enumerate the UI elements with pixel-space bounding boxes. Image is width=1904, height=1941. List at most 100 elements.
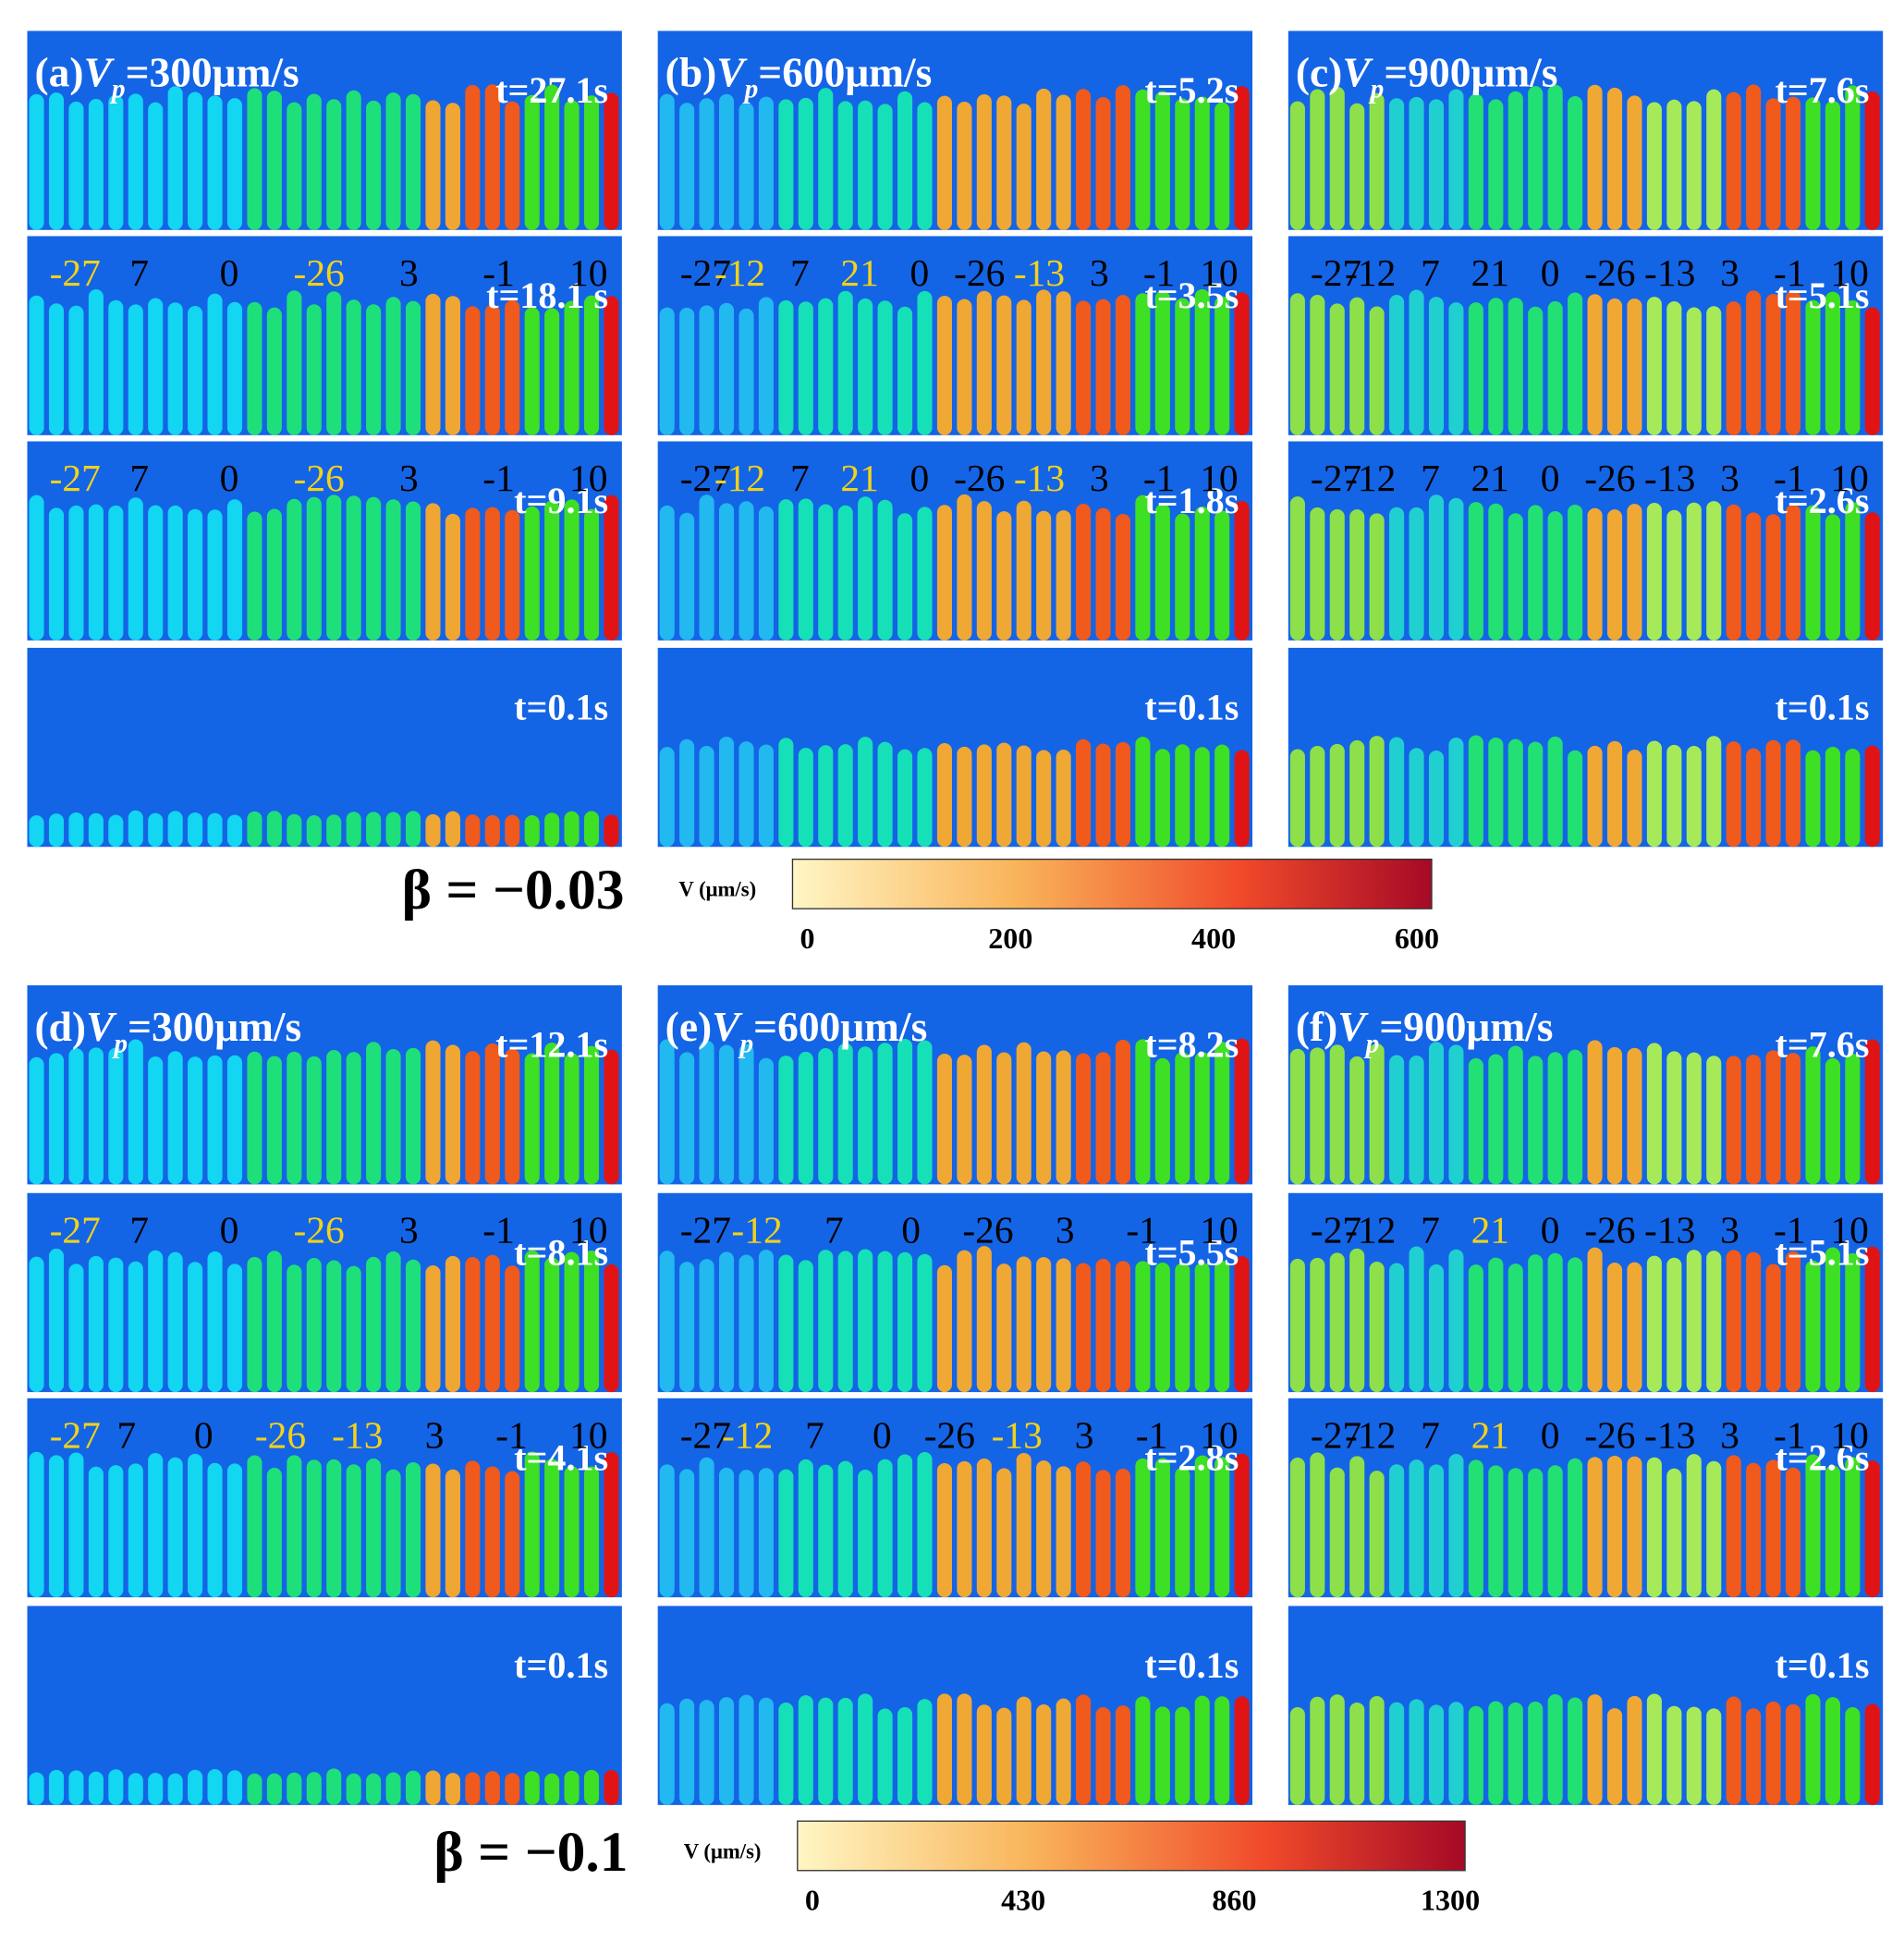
grain-label: -1	[1143, 457, 1176, 499]
dendrite	[1587, 1694, 1603, 1805]
dendrite	[207, 812, 223, 848]
frame: t=2.8s -27-12 7 0 -26 -13 3 -1 10	[657, 1398, 1253, 1598]
grain-label: 7	[1421, 1413, 1440, 1456]
dendrite	[976, 1246, 992, 1393]
dendrite	[207, 293, 223, 435]
dendrite	[996, 1052, 1012, 1185]
dendrite	[88, 99, 104, 230]
dendrite	[1135, 89, 1151, 230]
title-part: V	[716, 49, 748, 96]
dendrite	[425, 293, 441, 435]
grain-label: 3	[1720, 1413, 1739, 1456]
time-label: t=8.2s	[1144, 1024, 1239, 1066]
grain-label: -1	[1774, 1208, 1806, 1251]
frame-background	[1288, 31, 1884, 230]
dendrite	[1428, 297, 1445, 435]
dendrite	[128, 1773, 143, 1805]
dendrite	[1056, 94, 1071, 230]
dendrite	[128, 304, 143, 435]
dendrite	[1627, 504, 1642, 641]
dendrite	[718, 1467, 735, 1598]
dendrite	[1805, 750, 1821, 848]
dendrite	[1289, 101, 1305, 230]
dendrite	[1845, 299, 1861, 435]
dendrite	[1606, 87, 1623, 230]
grain-label: 7	[129, 1208, 149, 1251]
dendrite	[484, 84, 500, 230]
dendrite	[1154, 749, 1170, 848]
dendrite	[699, 305, 714, 435]
dendrite	[1488, 1257, 1504, 1393]
grain-label: 7	[1421, 1208, 1440, 1251]
grain-label: 0	[1541, 1413, 1560, 1456]
dendrite	[778, 1469, 794, 1598]
dendrite	[1036, 1460, 1052, 1598]
dendrite	[1468, 93, 1483, 230]
dendrite	[1627, 298, 1642, 435]
dendrite	[1154, 290, 1170, 435]
grain-label: 10	[569, 1208, 607, 1251]
dendrite	[505, 509, 520, 641]
dendrite	[1329, 509, 1345, 641]
dendrite	[1409, 507, 1424, 641]
dendrite	[583, 95, 600, 230]
dendrite	[1076, 1053, 1092, 1185]
dendrite	[1095, 1258, 1111, 1393]
grain-label: 7	[117, 1413, 137, 1456]
dendrite	[1706, 89, 1722, 230]
grain-label: -26	[255, 1413, 306, 1456]
dendrite	[1214, 1457, 1230, 1598]
dendrite	[1528, 1701, 1544, 1805]
dendrite	[108, 1257, 124, 1393]
dendrite	[287, 1455, 302, 1598]
dendrite	[1666, 99, 1682, 230]
dendrite	[976, 1458, 992, 1598]
dendrite	[1036, 750, 1052, 848]
frame: t=0.1s	[27, 1605, 622, 1805]
dendrite	[128, 93, 143, 230]
dendrite	[544, 84, 560, 230]
dendrite	[1864, 745, 1880, 848]
dendrite	[1448, 497, 1464, 641]
dendrite	[167, 811, 183, 848]
dendrite	[48, 507, 65, 641]
grain-label: 7	[824, 1208, 844, 1251]
grain-label: -13	[1644, 1413, 1695, 1456]
dendrite	[1076, 1461, 1092, 1598]
dendrite	[1488, 298, 1504, 435]
frame-background	[27, 647, 622, 848]
dendrite	[366, 496, 382, 641]
dendrite	[366, 304, 382, 435]
dendrite	[1016, 1696, 1031, 1805]
dendrite	[1785, 290, 1801, 435]
dendrite	[1234, 1256, 1250, 1393]
dendrite	[207, 1462, 223, 1598]
dendrite	[718, 1251, 735, 1393]
dendrite	[366, 1256, 382, 1393]
dendrite	[465, 1772, 481, 1805]
dendrite	[1369, 1044, 1385, 1185]
dendrite	[1234, 501, 1250, 641]
dendrite	[1194, 96, 1210, 230]
dendrite	[29, 1451, 44, 1598]
dendrite	[1234, 750, 1250, 848]
dendrite	[1568, 292, 1583, 435]
title-part: p	[1363, 1029, 1380, 1058]
dendrite	[837, 744, 853, 848]
grain-label: 3	[1056, 1208, 1075, 1251]
dendrite	[738, 1254, 754, 1393]
dendrite	[207, 509, 223, 641]
dendrite	[583, 1045, 600, 1185]
dendrite	[48, 303, 65, 435]
dendrite	[1175, 1052, 1190, 1185]
frame-background	[657, 1605, 1253, 1805]
dendrite	[1765, 1701, 1781, 1805]
dendrite	[465, 814, 481, 848]
dendrite	[29, 295, 44, 435]
grain-label: 3	[1090, 457, 1109, 499]
dendrite	[1845, 748, 1861, 848]
dendrite	[1528, 1254, 1544, 1393]
dendrite	[148, 102, 164, 230]
dendrite	[385, 499, 401, 641]
dendrite	[877, 300, 893, 435]
